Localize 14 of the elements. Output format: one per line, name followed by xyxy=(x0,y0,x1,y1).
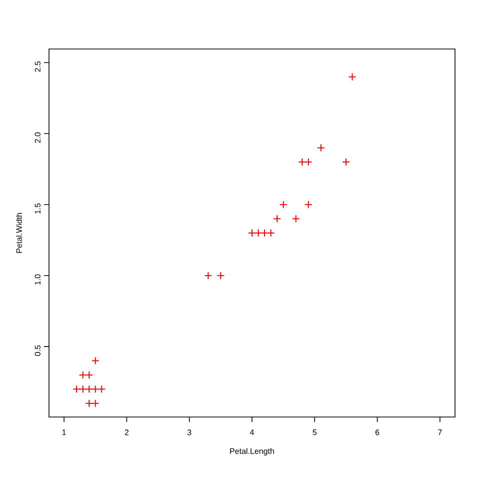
y-axis-title: Petal.Width xyxy=(16,213,22,253)
y-tick-label: 1.5 xyxy=(34,203,40,214)
x-tick-label: 1 xyxy=(62,430,66,436)
y-tick-label: 2.5 xyxy=(34,61,40,72)
x-axis-title: Petal.Length xyxy=(230,448,274,456)
y-tick-label: 2.0 xyxy=(34,132,40,143)
x-tick-label: 3 xyxy=(187,430,192,436)
x-tick-label: 5 xyxy=(312,430,317,436)
y-tick-label: 0.5 xyxy=(34,345,40,356)
x-tick-label: 2 xyxy=(124,430,129,436)
x-tick-label: 6 xyxy=(375,430,380,436)
x-tick-label: 7 xyxy=(438,430,442,436)
x-tick-label: 4 xyxy=(250,430,254,436)
y-tick-label: 1.0 xyxy=(34,274,40,285)
